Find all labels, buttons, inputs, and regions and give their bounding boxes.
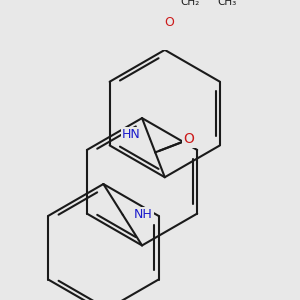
Text: NH: NH xyxy=(134,208,153,221)
Text: O: O xyxy=(164,16,174,29)
Text: HN: HN xyxy=(122,128,141,141)
Text: CH₃: CH₃ xyxy=(217,0,236,7)
Text: O: O xyxy=(184,132,195,146)
Text: CH₂: CH₂ xyxy=(180,0,200,7)
